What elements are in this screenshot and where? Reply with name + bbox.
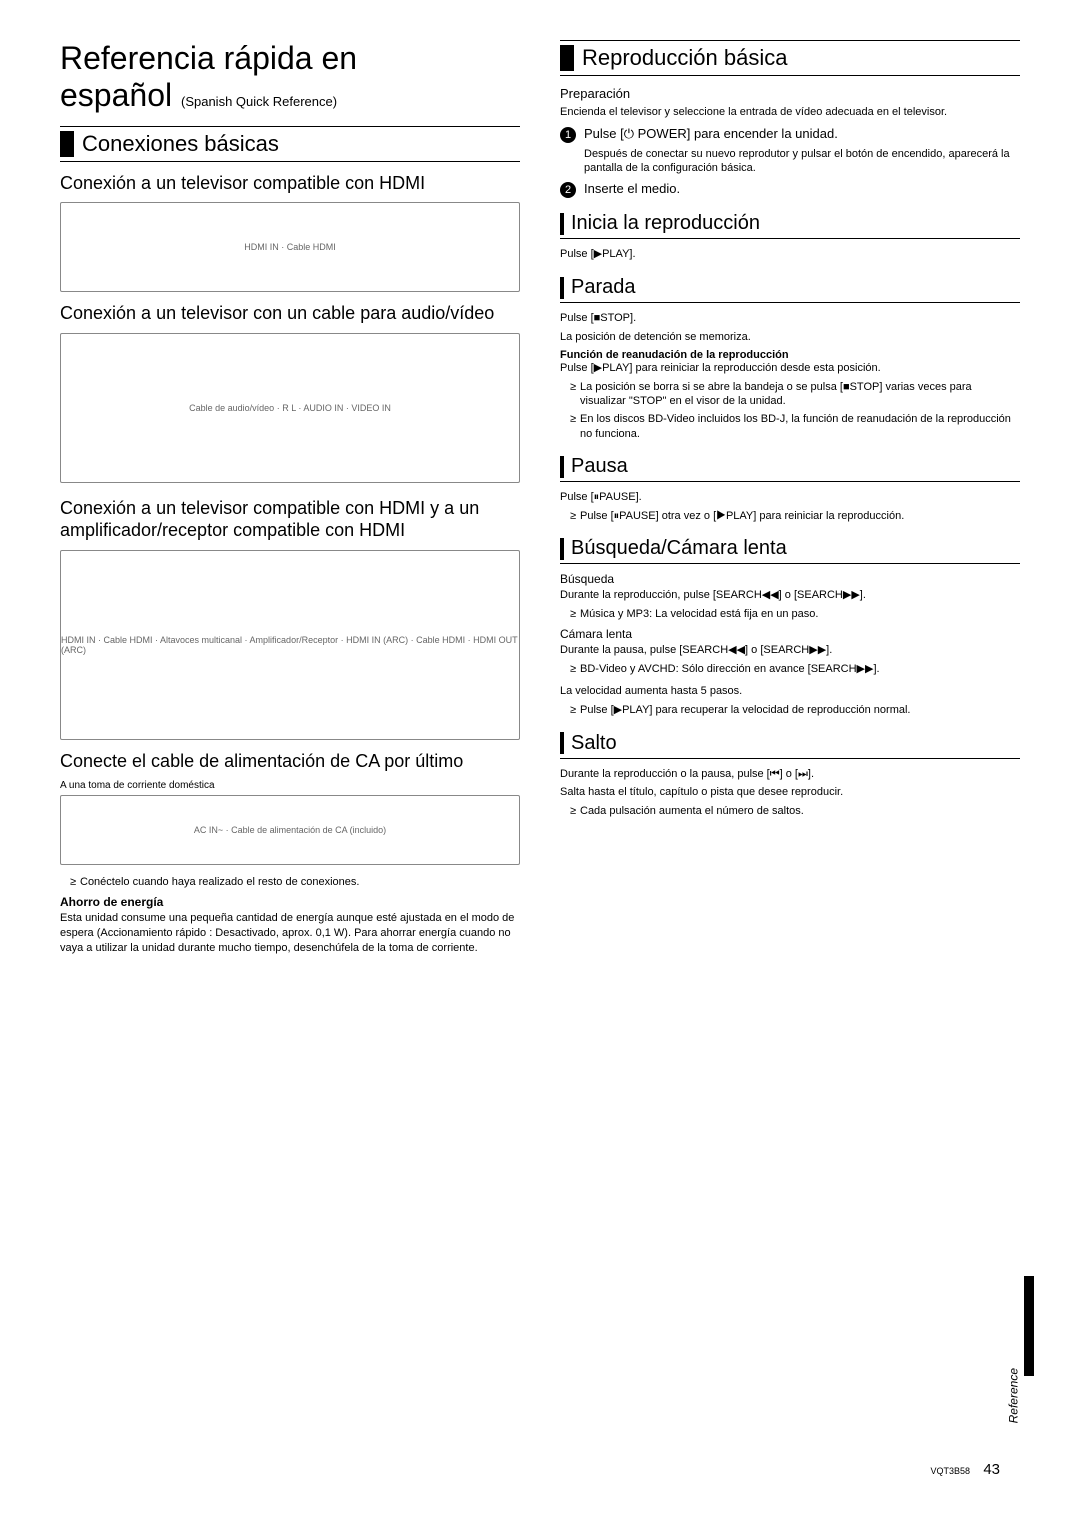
cam-1: Durante la pausa, pulse [SEARCH◀◀] o [SE… [560,643,1020,658]
pausa-b1: Pulse [⏸PAUSE] otra vez o [▶PLAY] para r… [570,509,1020,523]
preparacion-body: Encienda el televisor y seleccione la en… [560,105,1020,120]
title-line1: Referencia rápida en [60,40,357,76]
inicia-head: Inicia la reproducción [560,212,1020,239]
busq-sub: Búsqueda [560,572,1020,586]
parada-head: Parada [560,276,1020,303]
subhead-bar-icon [560,213,564,235]
subhead-bar-icon [560,538,564,560]
page-number: 43 [983,1461,1000,1478]
salto-head: Salto [560,732,1020,759]
section-bar-icon [560,45,574,71]
title-sub: (Spanish Quick Reference) [181,94,337,109]
step1-detail: Después de conectar su nuevo reprodutor … [584,147,1020,176]
diagram-hdmi-amp: HDMI IN · Cable HDMI · Altavoces multica… [60,550,520,740]
parada-func: Función de reanudación de la reproducció… [560,349,1020,361]
doc-code: VQT3B58 [930,1466,970,1476]
energy-body: Esta unidad consume una pequeña cantidad… [60,911,520,956]
salto-2: Salta hasta el título, capítulo o pista … [560,785,1020,800]
parada-2: La posición de detención se memoriza. [560,330,1020,345]
conn4-title: Conecte el cable de alimentación de CA p… [60,750,520,773]
step-2: 2 Inserte el medio. [560,181,1020,198]
power-top-label: A una toma de corriente doméstica [60,780,520,791]
step-number-icon: 2 [560,182,576,198]
cam-b1: BD-Video y AVCHD: Sólo dirección en avan… [570,662,1020,676]
busqueda-head: Búsqueda/Cámara lenta [560,537,1020,564]
pausa-1: Pulse [⏸PAUSE]. [560,490,1020,505]
diagram-power: AC IN~ · Cable de alimentación de CA (in… [60,795,520,865]
busq-1: Durante la reproducción, pulse [SEARCH◀◀… [560,588,1020,603]
step-1: 1 Pulse [⏻ POWER] para encender la unida… [560,126,1020,143]
reference-tab-icon [1024,1276,1034,1376]
salto-1: Durante la reproducción o la pausa, puls… [560,767,1020,782]
title-line2: español [60,77,172,113]
preparacion-head: Preparación [560,86,1020,101]
step2-text: Inserte el medio. [584,181,680,198]
section-text: Reproducción básica [582,45,787,71]
inicia-body: Pulse [▶PLAY]. [560,247,1020,262]
main-title: Referencia rápida en español (Spanish Qu… [60,40,520,114]
busq-b1: Música y MP3: La velocidad está fija en … [570,607,1020,621]
subhead-bar-icon [560,732,564,754]
section-text: Conexiones básicas [82,131,279,157]
subhead-bar-icon [560,277,564,299]
right-column: Reproducción básica Preparación Encienda… [560,40,1020,960]
speed-b1: Pulse [▶PLAY] para recuperar la velocida… [570,703,1020,717]
parada-b1: La posición se borra si se abre la bande… [570,380,1020,409]
energy-head: Ahorro de energía [60,895,520,909]
step-number-icon: 1 [560,127,576,143]
reference-label: Reference [1006,1368,1020,1423]
speed: La velocidad aumenta hasta 5 pasos. [560,684,1020,699]
section-bar-icon [60,131,74,157]
pausa-head: Pausa [560,455,1020,482]
step1-text: Pulse [⏻ POWER] para encender la unidad. [584,126,838,143]
section-reproduccion: Reproducción básica [560,40,1020,76]
left-column: Referencia rápida en español (Spanish Qu… [60,40,520,960]
power-note: Conéctelo cuando haya realizado el resto… [70,875,520,889]
salto-b1: Cada pulsación aumenta el número de salt… [570,804,1020,818]
cam-sub: Cámara lenta [560,627,1020,641]
diagram-hdmi-tv: HDMI IN · Cable HDMI [60,202,520,292]
subhead-bar-icon [560,456,564,478]
conn2-title: Conexión a un televisor con un cable par… [60,302,520,325]
section-conexiones: Conexiones básicas [60,126,520,162]
conn1-title: Conexión a un televisor compatible con H… [60,172,520,195]
parada-3: Pulse [▶PLAY] para reiniciar la reproduc… [560,361,1020,376]
parada-b2: En los discos BD-Video incluidos los BD-… [570,412,1020,441]
diagram-av-cable: Cable de audio/vídeo · R L · AUDIO IN · … [60,333,520,483]
parada-1: Pulse [■STOP]. [560,311,1020,326]
conn3-title: Conexión a un televisor compatible con H… [60,497,520,542]
